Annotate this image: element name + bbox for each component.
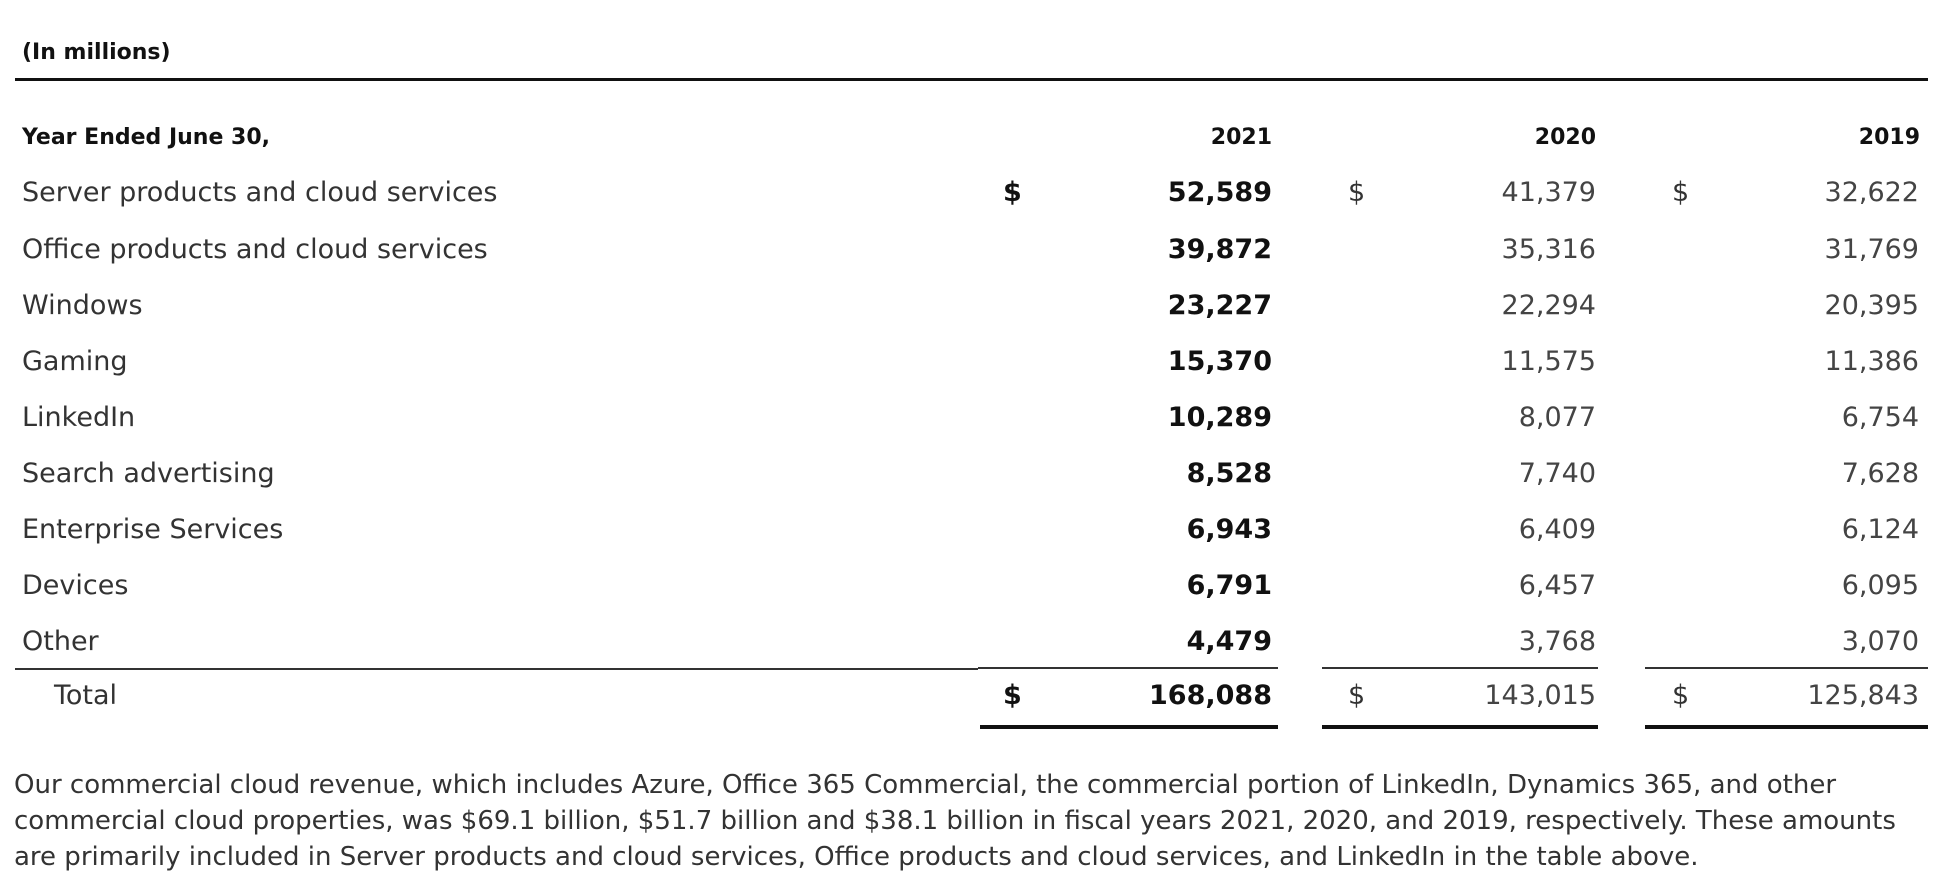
table-row: Gaming 15,370 11,575 11,386: [0, 334, 1946, 390]
currency-symbol: $: [1672, 177, 1690, 208]
total-double-rule-2019: [1645, 725, 1928, 729]
header-label: Year Ended June 30,: [22, 125, 271, 150]
cell-value-2021: 6,791: [1186, 570, 1272, 601]
units-label: (In millions): [22, 40, 171, 65]
cell-value-2021: 6,943: [1186, 514, 1272, 545]
cell-value-2020: 3,768: [1518, 626, 1596, 657]
cell-value-2020: 22,294: [1501, 290, 1596, 321]
cell-value-2021: 23,227: [1167, 290, 1272, 321]
total-value-2020: 143,015: [1484, 680, 1596, 711]
cell-value-2020: 7,740: [1518, 458, 1596, 489]
top-rule: [15, 78, 1928, 81]
currency-symbol: $: [1348, 177, 1366, 208]
total-label: Total: [54, 680, 118, 711]
row-label: Server products and cloud services: [22, 177, 498, 208]
cell-value-2020: 41,379: [1501, 177, 1596, 208]
currency-symbol: $: [1348, 680, 1366, 711]
row-label: Devices: [22, 570, 129, 601]
row-label: Office products and cloud services: [22, 234, 488, 265]
total-rule-2021: [978, 667, 1278, 669]
cell-value-2021: 8,528: [1186, 458, 1272, 489]
total-double-rule-2021: [980, 725, 1278, 729]
total-rule-label: [15, 668, 978, 670]
cell-value-2019: 6,754: [1841, 402, 1919, 433]
subtotal-rule-2020: [1322, 667, 1598, 669]
total-double-rule-2020: [1322, 725, 1598, 729]
cell-value-2021: 39,872: [1167, 234, 1272, 265]
total-value-2019: 125,843: [1807, 680, 1919, 711]
row-label: Windows: [22, 290, 143, 321]
table-row: Enterprise Services 6,943 6,409 6,124: [0, 502, 1946, 558]
cell-value-2019: 7,628: [1841, 458, 1919, 489]
cell-value-2019: 3,070: [1841, 626, 1919, 657]
total-row: Total $ 168,088 $ 143,015 $ 125,843: [0, 668, 1946, 724]
header-year-2020: 2020: [1534, 125, 1596, 150]
cell-value-2020: 6,409: [1518, 514, 1596, 545]
cell-value-2020: 35,316: [1501, 234, 1596, 265]
cell-value-2019: 6,095: [1841, 570, 1919, 601]
header-year-2021: 2021: [1210, 125, 1272, 150]
table-row: Other 4,479 3,768 3,070: [0, 614, 1946, 670]
cell-value-2020: 8,077: [1518, 402, 1596, 433]
table-row: Server products and cloud services $ $ $52,…: [0, 165, 1946, 221]
table-row: Office products and cloud services 39,872…: [0, 222, 1946, 278]
currency-symbol: $: [1672, 680, 1690, 711]
cell-value-2021: 15,370: [1167, 346, 1272, 377]
cell-value-2019: 32,622: [1824, 177, 1919, 208]
header-year-2019: 2019: [1858, 125, 1920, 150]
subtotal-rule-2019: [1645, 667, 1928, 669]
commercial-cloud-note: Our commercial cloud revenue, which incl…: [14, 770, 1896, 872]
cell-value-2020: 6,457: [1518, 570, 1596, 601]
table-row: Windows 23,227 22,294 20,395: [0, 278, 1946, 334]
row-label: Enterprise Services: [22, 514, 284, 545]
cell-value-2019: 20,395: [1824, 290, 1919, 321]
currency-symbol: $: [1003, 680, 1022, 711]
cell-value-2021: 4,479: [1186, 626, 1272, 657]
cell-value-2021: 52,589: [1167, 177, 1272, 208]
cell-value-2019: 31,769: [1824, 234, 1919, 265]
row-label: Gaming: [22, 346, 128, 377]
row-label: Search advertising: [22, 458, 275, 489]
cell-value-2019: 6,124: [1841, 514, 1919, 545]
cell-value-2019: 11,386: [1824, 346, 1919, 377]
row-label: Other: [22, 626, 99, 657]
table-row: LinkedIn 10,289 8,077 6,754: [0, 390, 1946, 446]
total-value-2021: 168,088: [1149, 680, 1272, 711]
row-label: LinkedIn: [22, 402, 136, 433]
cell-value-2020: 11,575: [1501, 346, 1596, 377]
table-row: Devices 6,791 6,457 6,095: [0, 558, 1946, 614]
cell-value-2021: 10,289: [1167, 402, 1272, 433]
currency-symbol: $: [1003, 177, 1022, 208]
table-row: Search advertising 8,528 7,740 7,628: [0, 446, 1946, 502]
